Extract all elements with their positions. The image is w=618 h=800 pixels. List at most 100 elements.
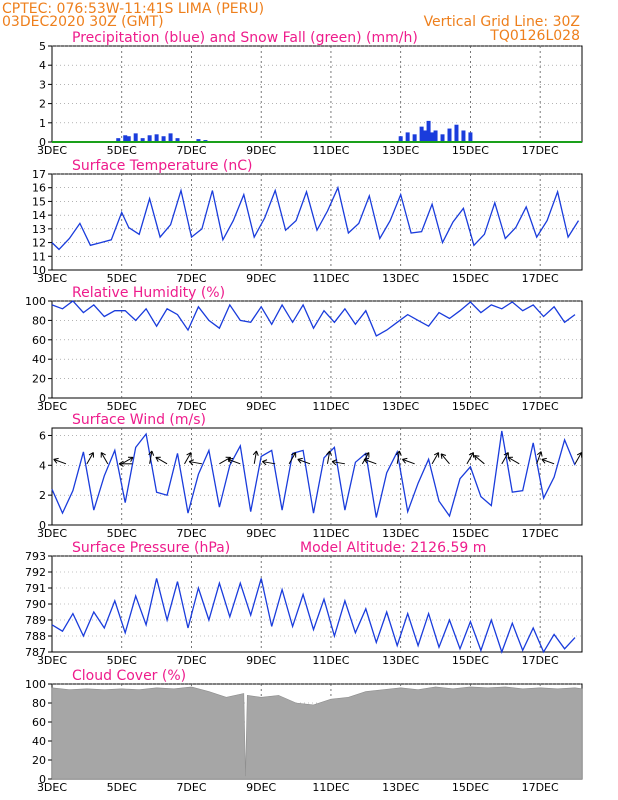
y-tick-label: 0 <box>39 392 46 405</box>
wind-arrow <box>536 451 542 464</box>
y-tick-label: 787 <box>25 646 46 659</box>
x-tick-label: 13DEC <box>382 527 419 540</box>
panel-title: Relative Humidity (%) <box>72 285 225 301</box>
wind-arrow-head <box>433 452 440 458</box>
precip-bar <box>461 130 466 142</box>
y-tick-label: 60 <box>32 334 46 347</box>
x-tick-label: 11DEC <box>312 144 349 157</box>
wind-arrow-head <box>541 457 547 464</box>
y-tick-label: 80 <box>32 697 46 710</box>
y-tick-label: 792 <box>25 566 46 579</box>
x-tick-label: 7DEC <box>176 144 206 157</box>
precip-bar <box>398 136 403 142</box>
y-tick-label: 6 <box>39 429 46 442</box>
precip-bar <box>433 130 438 142</box>
y-tick-label: 1 <box>39 117 46 130</box>
x-tick-label: 5DEC <box>107 527 137 540</box>
panel-title: Cloud Cover (%) <box>72 668 186 684</box>
precip-bar <box>423 130 428 142</box>
precip-bar <box>133 133 138 142</box>
wind-arrow-head <box>363 457 370 464</box>
wind-arrow <box>332 461 345 465</box>
panel-frame <box>51 427 583 526</box>
x-tick-label: 11DEC <box>312 781 349 794</box>
y-tick-label: 3 <box>39 78 46 91</box>
x-tick-label: 7DEC <box>176 781 206 794</box>
x-tick-label: 3DEC <box>37 272 67 285</box>
y-tick-label: 16 <box>32 182 46 195</box>
x-tick-label: 7DEC <box>176 272 206 285</box>
precip-bar <box>426 120 431 142</box>
precip-bar <box>196 139 201 142</box>
x-tick-label: 9DEC <box>246 400 276 413</box>
x-tick-label: 13DEC <box>382 400 419 413</box>
precip-bar <box>161 136 166 142</box>
precip-bar <box>405 132 410 142</box>
x-tick-label: 15DEC <box>452 781 489 794</box>
wind-arrow <box>402 458 415 465</box>
wind-arrow <box>507 456 520 465</box>
precip-bar <box>175 138 180 142</box>
wind-arrow-head <box>395 450 402 456</box>
x-tick-label: 13DEC <box>382 654 419 667</box>
panel-title: Surface Temperature (nC) <box>72 158 253 174</box>
y-tick-label: 40 <box>32 735 46 748</box>
wind-arrow <box>474 455 485 465</box>
x-tick-label: 11DEC <box>312 272 349 285</box>
wind-arrow <box>363 458 377 465</box>
x-tick-label: 11DEC <box>312 527 349 540</box>
wind-arrow-head <box>402 457 408 464</box>
precip-bar <box>440 134 445 142</box>
wind-arrow <box>440 453 450 465</box>
y-tick-label: 4 <box>39 59 46 72</box>
wind-arrow-head <box>148 450 155 456</box>
wind-arrow <box>501 452 509 465</box>
precip-bar <box>412 134 417 142</box>
x-tick-label: 3DEC <box>37 400 67 413</box>
wind-arrow <box>155 456 168 465</box>
x-tick-label: 5DEC <box>107 144 137 157</box>
x-tick-label: 17DEC <box>522 654 559 667</box>
x-tick-label: 3DEC <box>37 144 67 157</box>
wind-arrow-head <box>252 450 259 456</box>
precip-bar <box>116 138 121 142</box>
wind-arrow-head <box>503 452 509 458</box>
wind-arrow-head <box>262 459 268 466</box>
y-tick-label: 0 <box>39 519 46 532</box>
precip-bar <box>140 138 145 142</box>
wind-arrow-head <box>331 459 337 466</box>
wind-arrow <box>189 461 203 465</box>
x-tick-label: 5DEC <box>107 400 137 413</box>
x-tick-label: 13DEC <box>382 272 419 285</box>
wind-arrow-head <box>186 452 192 458</box>
precip-bar <box>419 126 424 142</box>
y-tick-label: 14 <box>32 209 46 222</box>
series-line <box>51 430 576 518</box>
header-date: 03DEC2020 30Z (GMT) <box>2 14 164 30</box>
wind-arrow <box>326 450 331 464</box>
y-tick-label: 12 <box>32 237 46 250</box>
y-tick-label: 80 <box>32 314 46 327</box>
wind-arrow <box>574 452 582 465</box>
x-tick-label: 17DEC <box>522 781 559 794</box>
wind-arrow <box>184 452 192 465</box>
precip-bar <box>126 136 131 142</box>
y-tick-label: 789 <box>25 614 46 627</box>
cloud-area <box>51 686 583 780</box>
y-tick-label: 20 <box>32 754 46 767</box>
wind-arrow-head <box>188 459 194 466</box>
panel-frame <box>51 300 583 399</box>
wind-arrow <box>227 458 241 465</box>
wind-arrow <box>288 452 297 465</box>
y-tick-label: 100 <box>25 295 46 308</box>
y-tick-label: 0 <box>39 773 46 786</box>
precip-bar <box>447 128 452 142</box>
x-tick-label: 13DEC <box>382 144 419 157</box>
wind-arrow-head <box>468 452 475 458</box>
y-tick-label: 788 <box>25 630 46 643</box>
panel-annotation: Model Altitude: 2126.59 m <box>300 540 486 556</box>
wind-arrow-head <box>507 456 513 462</box>
x-tick-label: 15DEC <box>452 654 489 667</box>
panel-title: Surface Pressure (hPa) <box>72 540 230 556</box>
